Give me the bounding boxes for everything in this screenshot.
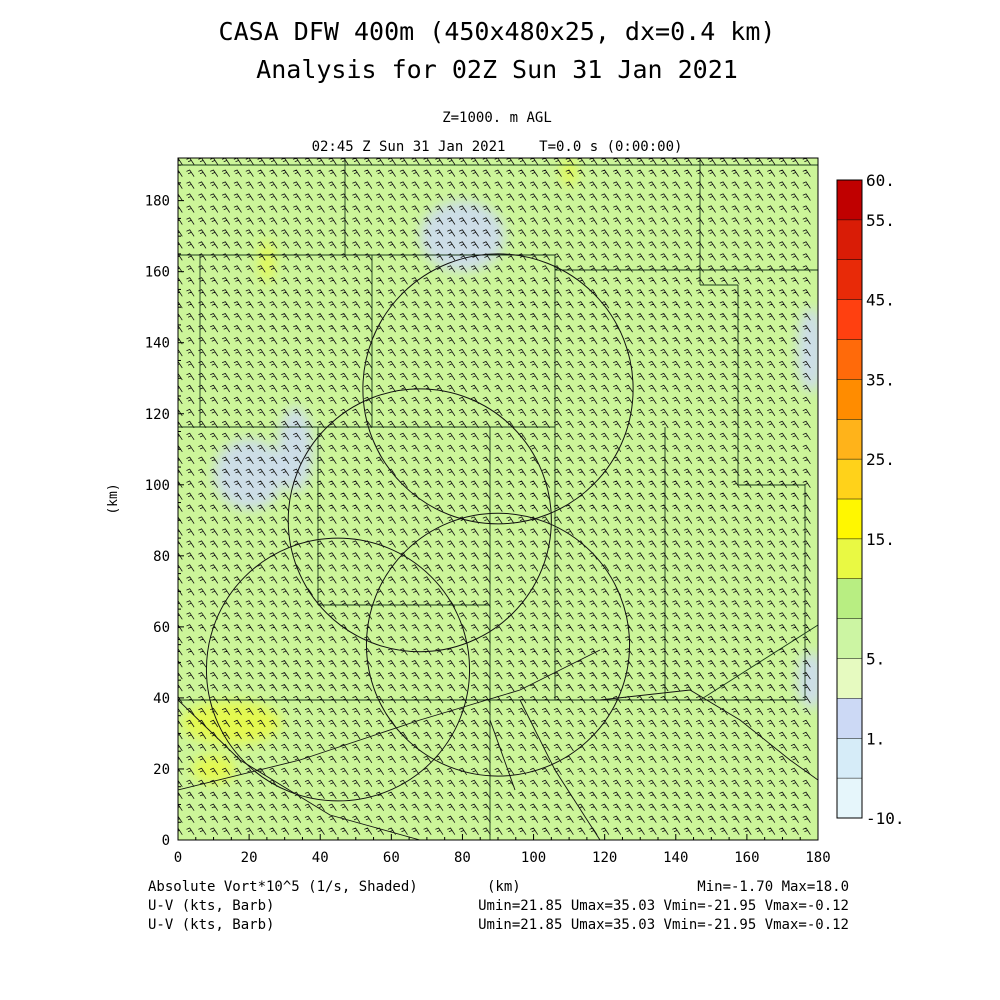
barb-label-1: U-V (kts, Barb) (148, 898, 274, 914)
colorbar-label: 15. (866, 530, 895, 549)
level-subtitle: Z=1000. m AGL (442, 110, 552, 126)
x-tick-label: 40 (312, 850, 329, 866)
colorbar-label: 60. (866, 171, 895, 190)
title-line-1: CASA DFW 400m (450x480x25, dx=0.4 km) (219, 17, 776, 46)
title-line-2: Analysis for 02Z Sun 31 Jan 2021 (256, 55, 738, 84)
shaded-region-high (259, 239, 274, 283)
barb-stats-2: Umin=21.85 Umax=35.03 Vmin=-21.95 Vmax=-… (478, 917, 849, 933)
x-axis: 0 20 40 60 80 100 120 140 160 180 (174, 834, 831, 866)
barb-label-2: U-V (kts, Barb) (148, 917, 274, 933)
shaded-region-low (419, 200, 506, 272)
highways (178, 649, 818, 840)
colorbar-label: 5. (866, 650, 885, 669)
colorbar-label: 55. (866, 211, 895, 230)
shaded-region-low (277, 406, 314, 492)
colorbar-swatch (837, 778, 862, 818)
colorbar-swatch (837, 419, 862, 460)
shaded-region-low (796, 651, 818, 709)
x-tick-label: 20 (241, 850, 258, 866)
shaded-region-low (796, 307, 818, 393)
colorbar-swatch (837, 459, 862, 499)
y-tick-label: 180 (145, 194, 170, 210)
colorbar-swatch (837, 259, 862, 300)
x-tick-label: 100 (521, 850, 546, 866)
colorbar-swatch (837, 499, 862, 539)
plot-area (178, 158, 818, 840)
x-tick-label: 0 (174, 850, 182, 866)
x-tick-label: 160 (734, 850, 759, 866)
x-tick-label: 180 (805, 850, 830, 866)
colorbar-swatch (837, 379, 862, 420)
y-tick-label: 80 (153, 549, 170, 565)
wind-barb-field (178, 158, 811, 835)
colorbar: -10. 1. 5. 15. 25. 35. 45. 55. 60. (836, 171, 905, 828)
y-axis-label: (km) (106, 483, 121, 514)
colorbar-swatch (837, 738, 862, 779)
y-tick-label: 100 (145, 478, 170, 494)
colorbar-swatch (837, 339, 862, 380)
x-axis-unit: (km) (487, 879, 521, 895)
y-tick-label: 140 (145, 336, 170, 352)
colorbar-swatch (837, 180, 862, 220)
radar-ring (365, 512, 631, 777)
min-max-readout: Min=-1.70 Max=18.0 (697, 879, 849, 895)
colorbar-label: 25. (866, 450, 895, 469)
colorbar-label: -10. (866, 809, 905, 828)
radar-ring (205, 537, 471, 802)
vorticity-shading (181, 158, 818, 784)
y-axis: 0 20 40 60 80 100 120 140 160 180 (145, 164, 184, 849)
shaded-region-high (181, 701, 282, 745)
colorbar-label: 45. (866, 291, 895, 310)
x-tick-label: 120 (592, 850, 617, 866)
x-tick-label: 80 (454, 850, 471, 866)
colorbar-swatch (837, 578, 862, 619)
y-tick-label: 20 (153, 762, 170, 778)
x-tick-label: 60 (383, 850, 400, 866)
colorbar-label: 35. (866, 370, 895, 389)
y-tick-label: 40 (153, 691, 170, 707)
y-tick-label: 60 (153, 620, 170, 636)
wind-barbs (178, 158, 811, 835)
time-subtitle: 02:45 Z Sun 31 Jan 2021 T=0.0 s (0:00:00… (312, 139, 683, 155)
y-tick-label: 160 (145, 265, 170, 281)
y-tick-label: 120 (145, 407, 170, 423)
y-tick-label: 0 (162, 833, 170, 849)
colorbar-swatch (837, 618, 862, 659)
colorbar-swatch (837, 299, 862, 340)
field-label: Absolute Vort*10^5 (1/s, Shaded) (148, 879, 418, 895)
colorbar-swatch (837, 698, 862, 739)
barb-stats-1: Umin=21.85 Umax=35.03 Vmin=-21.95 Vmax=-… (478, 898, 849, 914)
colorbar-swatch (837, 219, 862, 260)
x-tick-label: 140 (663, 850, 688, 866)
radar-ring (287, 388, 552, 653)
colorbar-swatch (837, 658, 862, 699)
shaded-region-low (213, 438, 285, 510)
colorbar-label: 1. (866, 729, 885, 748)
vorticity-base-field (178, 158, 818, 840)
colorbar-swatch (837, 538, 862, 579)
